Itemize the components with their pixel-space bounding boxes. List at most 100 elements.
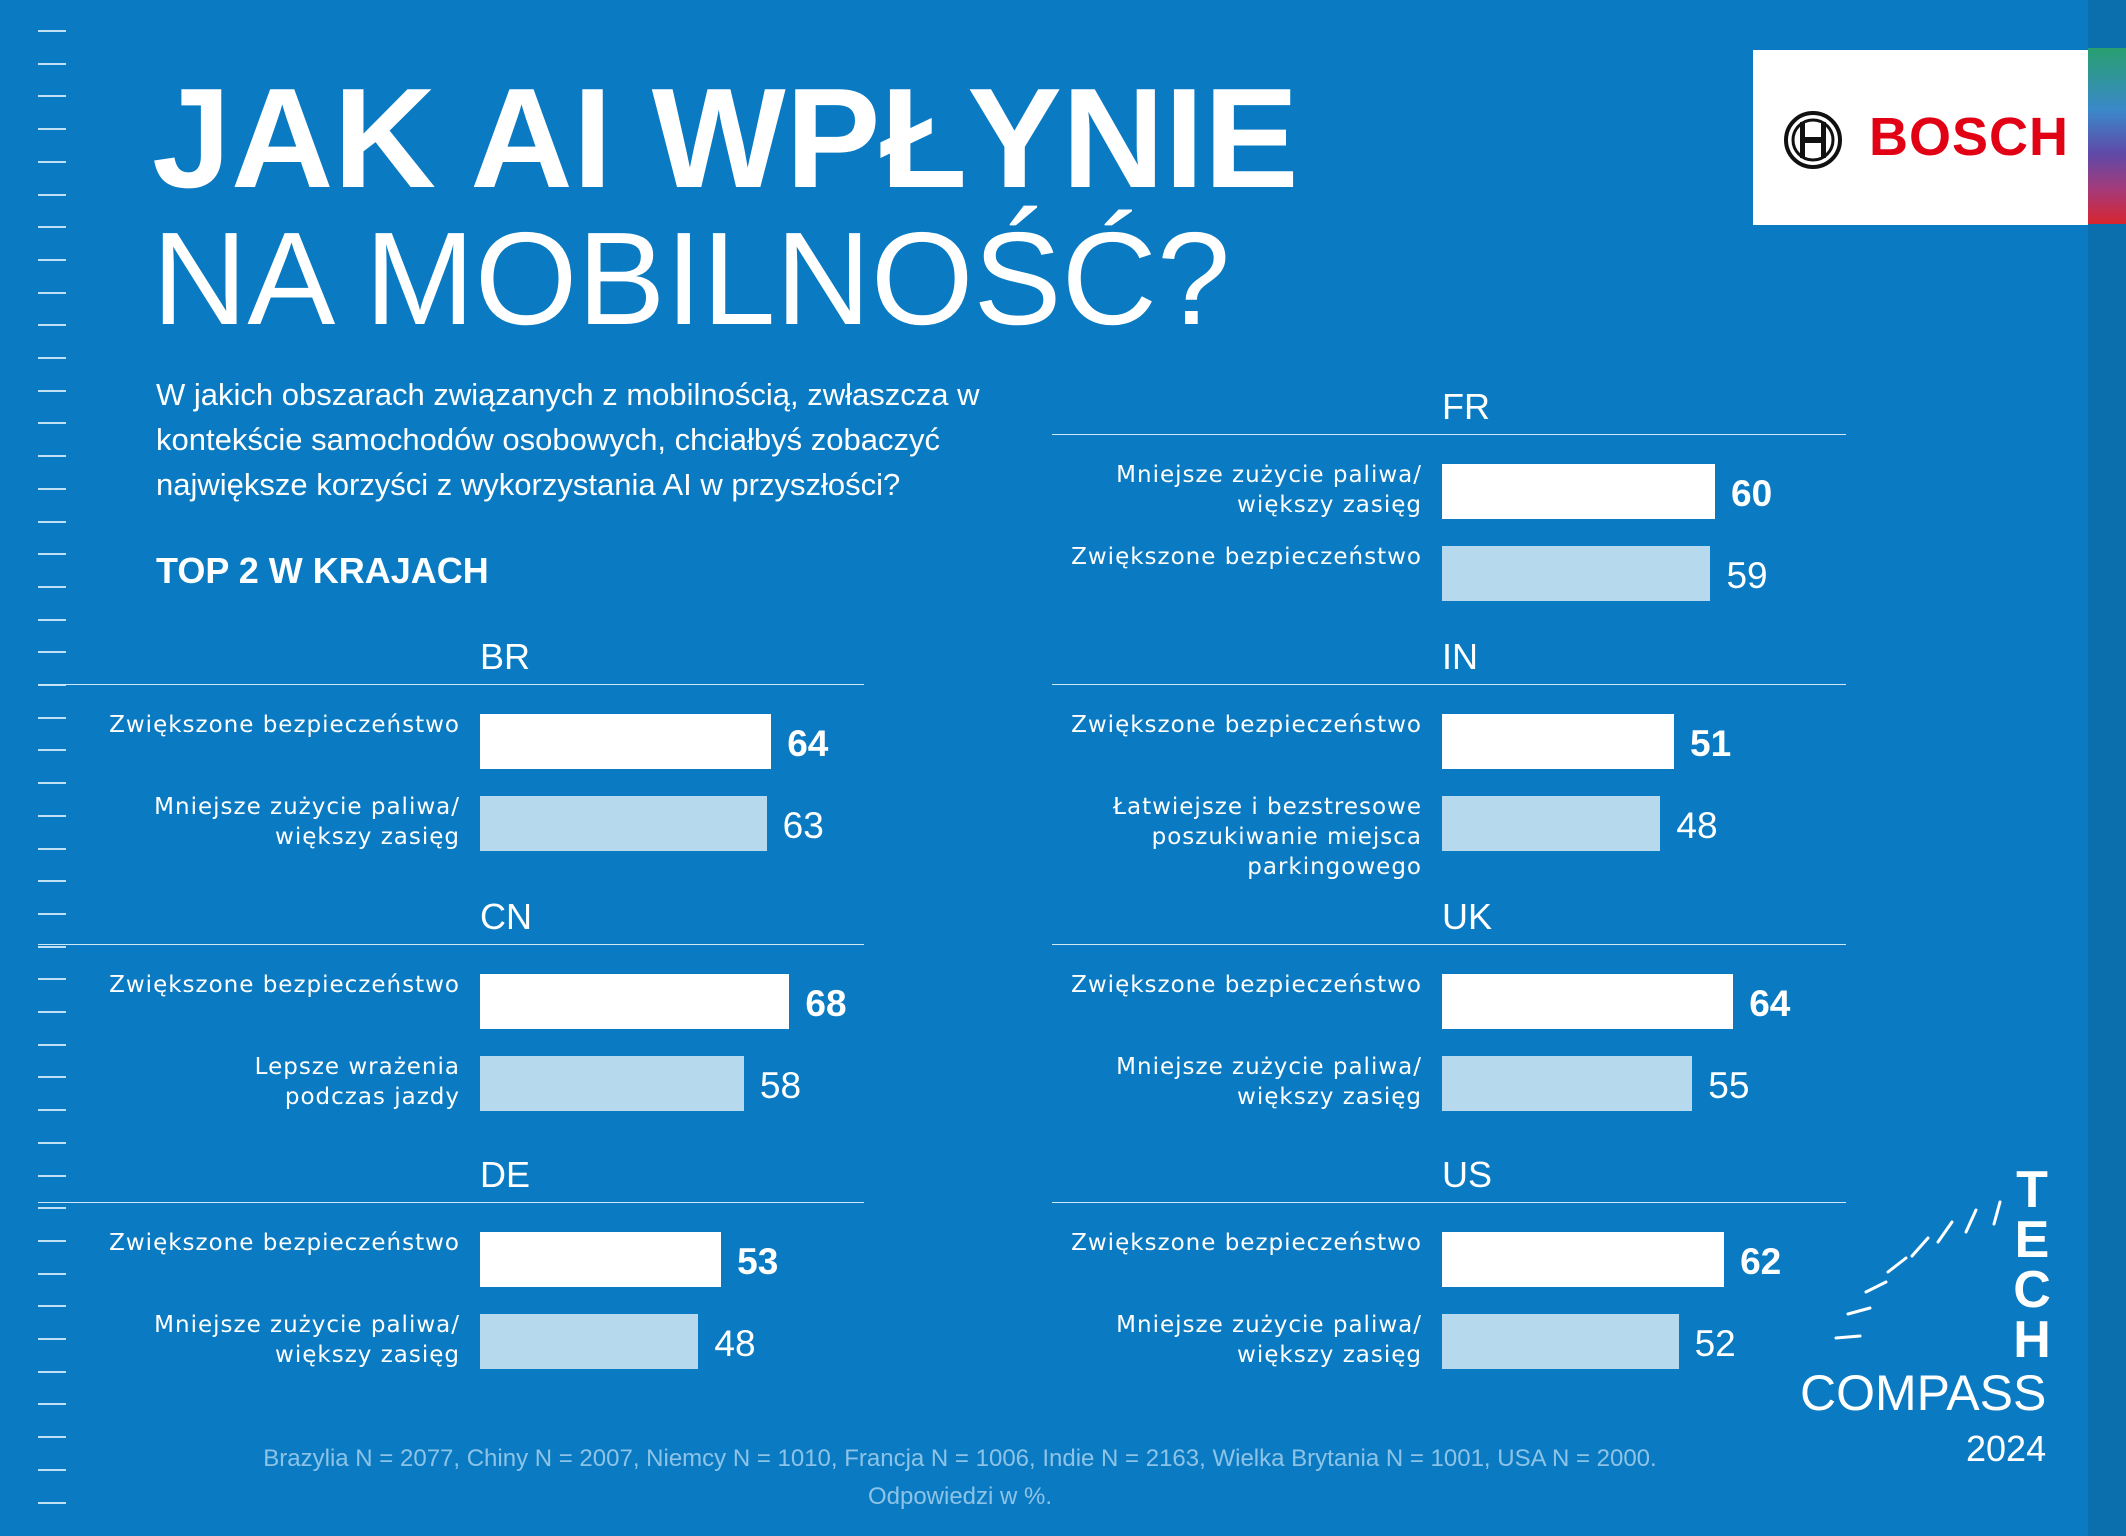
bar-value: 48 [1676, 805, 1718, 846]
bar-first [480, 714, 772, 769]
bosch-logo: BOSCH [1753, 50, 2088, 225]
bar-value: 58 [759, 1065, 802, 1106]
bar-second [1442, 1056, 1693, 1111]
ruler-tick [38, 226, 66, 229]
bar-first [1442, 464, 1715, 519]
bar-label: Zwiększone bezpieczeństwo [109, 1230, 460, 1256]
country-group-cn: CN Zwiększone bezpieczeństwo 68 Lepsze wraż… [38, 896, 864, 1146]
group-divider [1052, 434, 1846, 435]
bar-label: Mniejsze zużycie paliwa/większy zasięg [1116, 462, 1422, 518]
ruler-tick [38, 1370, 66, 1373]
ruler-tick [38, 455, 66, 458]
bar-label: Mniejsze zużycie paliwa/większy zasięg [154, 794, 460, 850]
country-label: IN [1442, 636, 1478, 677]
bar-value: 64 [787, 723, 829, 764]
right-edge-strip [2088, 0, 2126, 1536]
ruler-tick [38, 422, 66, 425]
bar-first [480, 974, 790, 1029]
bar-label: Zwiększone bezpieczeństwo [109, 972, 460, 998]
compass-year: 2024 [1966, 1428, 2047, 1469]
ruler-tick [38, 880, 66, 883]
bar-label: Łatwiejsze i bezstresowe poszukiwanie mie… [1113, 794, 1422, 880]
bar-second [1442, 796, 1661, 851]
ruler-tick [38, 814, 66, 817]
ruler-tick [38, 1338, 66, 1340]
country-group-uk: UK Zwiększone bezpieczeństwo 64 Mniejsze zu… [1052, 896, 1846, 1146]
ruler-tick [38, 651, 66, 654]
bar-label: Zwiększone bezpieczeństwo [1071, 544, 1422, 570]
group-divider [1052, 684, 1846, 685]
bar-value: 68 [805, 983, 847, 1024]
country-label: DE [480, 1154, 531, 1195]
unit-note: Odpowiedzi w %. [867, 1483, 1053, 1510]
ruler-tick [38, 1436, 66, 1439]
bar-second [480, 1056, 744, 1111]
ruler-tick [38, 618, 66, 621]
chart-subtitle: TOP 2 W KRAJACH [156, 550, 489, 591]
country-label: UK [1442, 896, 1493, 937]
bar-value: 59 [1726, 555, 1768, 596]
bar-second [480, 1314, 699, 1369]
bar-second [480, 796, 767, 851]
ruler-tick [38, 389, 66, 392]
bar-value: 62 [1740, 1241, 1782, 1282]
ruler-tick [38, 749, 66, 752]
ruler-tick [38, 1239, 66, 1242]
group-divider [38, 944, 864, 945]
ruler-tick [38, 1272, 66, 1275]
bar-label: Zwiększone bezpieczeństwo [1071, 1230, 1422, 1256]
ruler-tick [38, 1141, 66, 1144]
bar-second [1442, 546, 1711, 601]
compass-dial-icon [1834, 1200, 2002, 1340]
group-divider [38, 1202, 864, 1203]
footer-note: Brazylia N = 2077, Chiny N = 2007, Niemc… [180, 1440, 1740, 1516]
ruler-tick [38, 160, 66, 163]
bar-label: Mniejsze zużycie paliwa/większy zasięg [154, 1312, 460, 1368]
country-group-fr: FR Mniejsze zużycie paliwa/większy zasięg… [1052, 386, 1846, 636]
group-divider [1052, 944, 1846, 945]
ruler-tick [38, 782, 66, 785]
country-label: US [1442, 1154, 1493, 1195]
bar-label: Lepsze wrażenia podczas jazdy [254, 1054, 460, 1110]
ruler-tick [38, 520, 66, 523]
ruler-tick [38, 193, 66, 196]
bar-second [1442, 1314, 1679, 1369]
bar-label: Mniejsze zużycie paliwa/większy zasięg [1116, 1054, 1422, 1110]
ruler-tick [38, 1109, 66, 1112]
ruler-tick [38, 585, 66, 588]
ruler-tick [38, 553, 66, 556]
bar-value: 64 [1749, 983, 1791, 1024]
ruler-tick [38, 128, 66, 131]
country-label: CN [480, 896, 532, 937]
ruler-tick [38, 912, 66, 915]
ruler-tick [38, 62, 66, 65]
bar-label: Zwiększone bezpieczeństwo [1071, 712, 1422, 738]
bar-first [1442, 1232, 1725, 1287]
ruler-tick [38, 30, 66, 32]
bosch-wordmark: BOSCH [1869, 107, 2070, 167]
country-group-br: BR Zwiększone bezpieczeństwo 64 Mniejsze zu… [38, 636, 864, 886]
ruler-tick [38, 95, 66, 98]
ruler-tick [38, 847, 66, 850]
country-label: FR [1442, 386, 1490, 427]
group-divider [1052, 1202, 1846, 1203]
ruler-tick [38, 1305, 66, 1308]
ruler-tick [38, 324, 66, 327]
bar-value: 52 [1694, 1323, 1736, 1364]
bar-label: Mniejsze zużycie paliwa/większy zasięg [1116, 1312, 1422, 1368]
country-group-de: DE Zwiększone bezpieczeństwo 53 Mniejsze zu… [38, 1154, 864, 1404]
bar-label: Zwiększone bezpieczeństwo [1071, 972, 1422, 998]
bar-value: 51 [1690, 723, 1732, 764]
country-group-us: US Zwiększone bezpieczeństwo 62 Mniejsze zu… [1052, 1154, 1846, 1404]
ruler-tick [38, 1043, 66, 1046]
survey-question: W jakich obszarach związanych z mobilnoś… [156, 377, 980, 502]
ruler-tick [38, 716, 66, 719]
page-title-line2: NA MOBILNOŚĆ? [152, 205, 1231, 352]
country-group-in: IN Zwiększone bezpieczeństwo 51 Łatwiejsze … [1052, 636, 1846, 886]
bar-label: Zwiększone bezpieczeństwo [109, 712, 460, 738]
ruler-tick [38, 684, 66, 686]
ruler-tick [38, 1076, 66, 1079]
sample-sizes: Brazylia N = 2077, Chiny N = 2007, Niemc… [263, 1445, 1657, 1472]
country-label: BR [480, 636, 531, 677]
bar-first [1442, 714, 1675, 769]
